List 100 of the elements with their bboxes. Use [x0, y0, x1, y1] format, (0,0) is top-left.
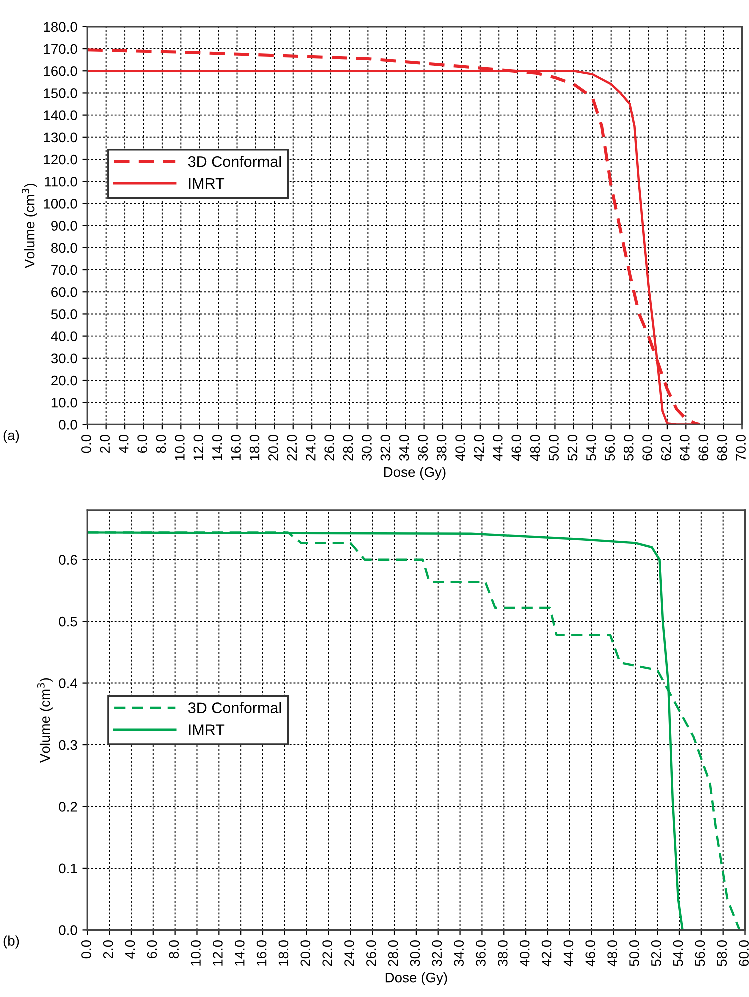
x-tick-label: 26.0 [324, 434, 335, 461]
x-tick-label: 4.0 [125, 940, 136, 959]
y-tick-label: 0.2 [59, 802, 78, 812]
x-tick-label: 36.0 [476, 940, 486, 966]
x-tick-label: 18.0 [250, 434, 260, 460]
x-tick-label: 70.0 [736, 434, 746, 461]
x-tick-label: 42.0 [542, 940, 552, 967]
y-tick-label: 0.1 [59, 864, 78, 874]
y-tick-label: 70.0 [52, 265, 78, 276]
y-axis-title: Volume (cm$^{3}$) [37, 678, 53, 763]
x-tick-label: 4.0 [118, 434, 129, 454]
y-tick-label: 110.0 [45, 176, 78, 187]
y-tick-label: 0.6 [59, 555, 78, 566]
x-tick-label: 66.0 [698, 434, 709, 461]
legend-label: 3D Conformal [188, 702, 282, 714]
x-tick-label: 60.0 [642, 434, 652, 461]
legend-label: IMRT [189, 724, 225, 736]
x-tick-label: 8.0 [156, 434, 166, 454]
x-tick-label: 44.0 [493, 434, 503, 462]
x-tick-label: 54.0 [586, 434, 596, 461]
x-tick-label: 36.0 [418, 434, 428, 461]
x-tick-label: 30.0 [362, 434, 372, 461]
y-tick-label: 100.0 [44, 199, 78, 209]
x-tick-label: 38.0 [498, 940, 508, 966]
x-tick-label: 0.0 [82, 940, 92, 959]
x-tick-label: 62.0 [661, 434, 672, 461]
x-tick-label: 46.0 [512, 434, 522, 462]
x-tick-label: 12.0 [213, 940, 223, 966]
y-tick-label: 150.0 [44, 88, 78, 98]
y-tick-label: 50.0 [51, 310, 78, 320]
y-tick-label: 0.0 [59, 420, 78, 430]
x-tick-label: 52.0 [568, 434, 578, 461]
x-tick-label: 58.0 [624, 434, 634, 461]
x-tick-label: 40.0 [520, 940, 530, 967]
x-tick-label: 48.0 [608, 940, 618, 967]
x-tick-label: 22.0 [322, 940, 332, 966]
x-tick-label: 34.0 [454, 940, 464, 966]
x-tick-label: 56.0 [695, 940, 706, 966]
x-tick-label: 46.0 [586, 940, 596, 967]
y-tick-label: 180.0 [44, 22, 78, 32]
x-tick-label: 40.0 [456, 434, 466, 462]
x-tick-label: 12.0 [194, 434, 204, 460]
text: (a) [4, 430, 20, 444]
y-tick-label: 60.0 [52, 287, 78, 298]
x-tick-label: 44.0 [564, 940, 574, 967]
x-tick-label: 32.0 [432, 940, 442, 966]
x-tick-label: 6.0 [138, 434, 148, 454]
legend-label: 3D Conformal [188, 156, 282, 168]
x-tick-label: 26.0 [366, 940, 376, 966]
x-axis-title: Dose (Gy) [386, 972, 448, 986]
x-tick-label: 18.0 [278, 940, 289, 966]
y-tick-label: 0.5 [59, 616, 78, 627]
y-tick-label: 160.0 [44, 66, 78, 76]
x-tick-label: 16.0 [256, 940, 267, 966]
x-tick-label: 48.0 [530, 434, 540, 462]
x-tick-label: 58.0 [717, 940, 728, 966]
x-tick-label: 6.0 [147, 940, 158, 959]
x-tick-label: 50.0 [630, 940, 640, 966]
x-tick-label: 14.0 [212, 434, 222, 460]
x-axis-title: Dose (Gy) [384, 467, 446, 480]
x-tick-label: 64.0 [680, 434, 690, 461]
y-axis-title: Volume (cm$^{3}$) [22, 184, 38, 268]
y-tick-label: 140.0 [44, 110, 78, 120]
x-tick-label: 38.0 [436, 434, 447, 461]
y-tick-label: 90.0 [52, 221, 78, 231]
x-tick-label: 34.0 [399, 434, 410, 461]
x-tick-label: 54.0 [673, 940, 684, 966]
x-tick-label: 16.0 [231, 434, 241, 460]
y-tick-label: 0.0 [59, 926, 78, 936]
x-tick-label: 68.0 [717, 434, 728, 461]
x-tick-label: 24.0 [344, 940, 354, 966]
x-tick-label: 10.0 [191, 940, 201, 966]
x-tick-label: 20.0 [300, 940, 311, 966]
x-tick-label: 14.0 [234, 940, 245, 966]
y-tick-label: 170.0 [44, 44, 78, 54]
x-tick-label: 22.0 [287, 434, 298, 461]
y-tick-label: 30.0 [51, 354, 78, 364]
x-tick-label: 2.0 [100, 434, 110, 454]
text: (b) [4, 936, 20, 949]
x-tick-label: 28.0 [388, 940, 398, 966]
x-tick-label: 50.0 [549, 434, 559, 461]
x-tick-label: 56.0 [605, 434, 616, 461]
y-tick-label: 10.0 [52, 398, 78, 408]
y-tick-label: 0.4 [59, 678, 78, 688]
x-tick-label: 60.0 [739, 940, 749, 966]
y-tick-label: 120.0 [44, 154, 78, 165]
x-tick-label: 32.0 [380, 434, 391, 461]
x-tick-label: 10.0 [175, 434, 185, 460]
legend-label: IMRT [189, 178, 225, 189]
x-tick-label: 0.0 [82, 434, 92, 454]
y-tick-label: 40.0 [51, 332, 78, 342]
x-tick-label: 42.0 [474, 434, 484, 462]
x-tick-label: 20.0 [268, 434, 278, 461]
x-tick-label: 8.0 [169, 940, 180, 959]
x-tick-label: 2.0 [103, 940, 114, 959]
x-tick-label: 30.0 [410, 940, 420, 966]
x-tick-label: 28.0 [343, 434, 354, 461]
y-tick-label: 130.0 [44, 132, 78, 143]
y-tick-label: 0.3 [59, 740, 78, 750]
y-tick-label: 80.0 [51, 243, 78, 254]
